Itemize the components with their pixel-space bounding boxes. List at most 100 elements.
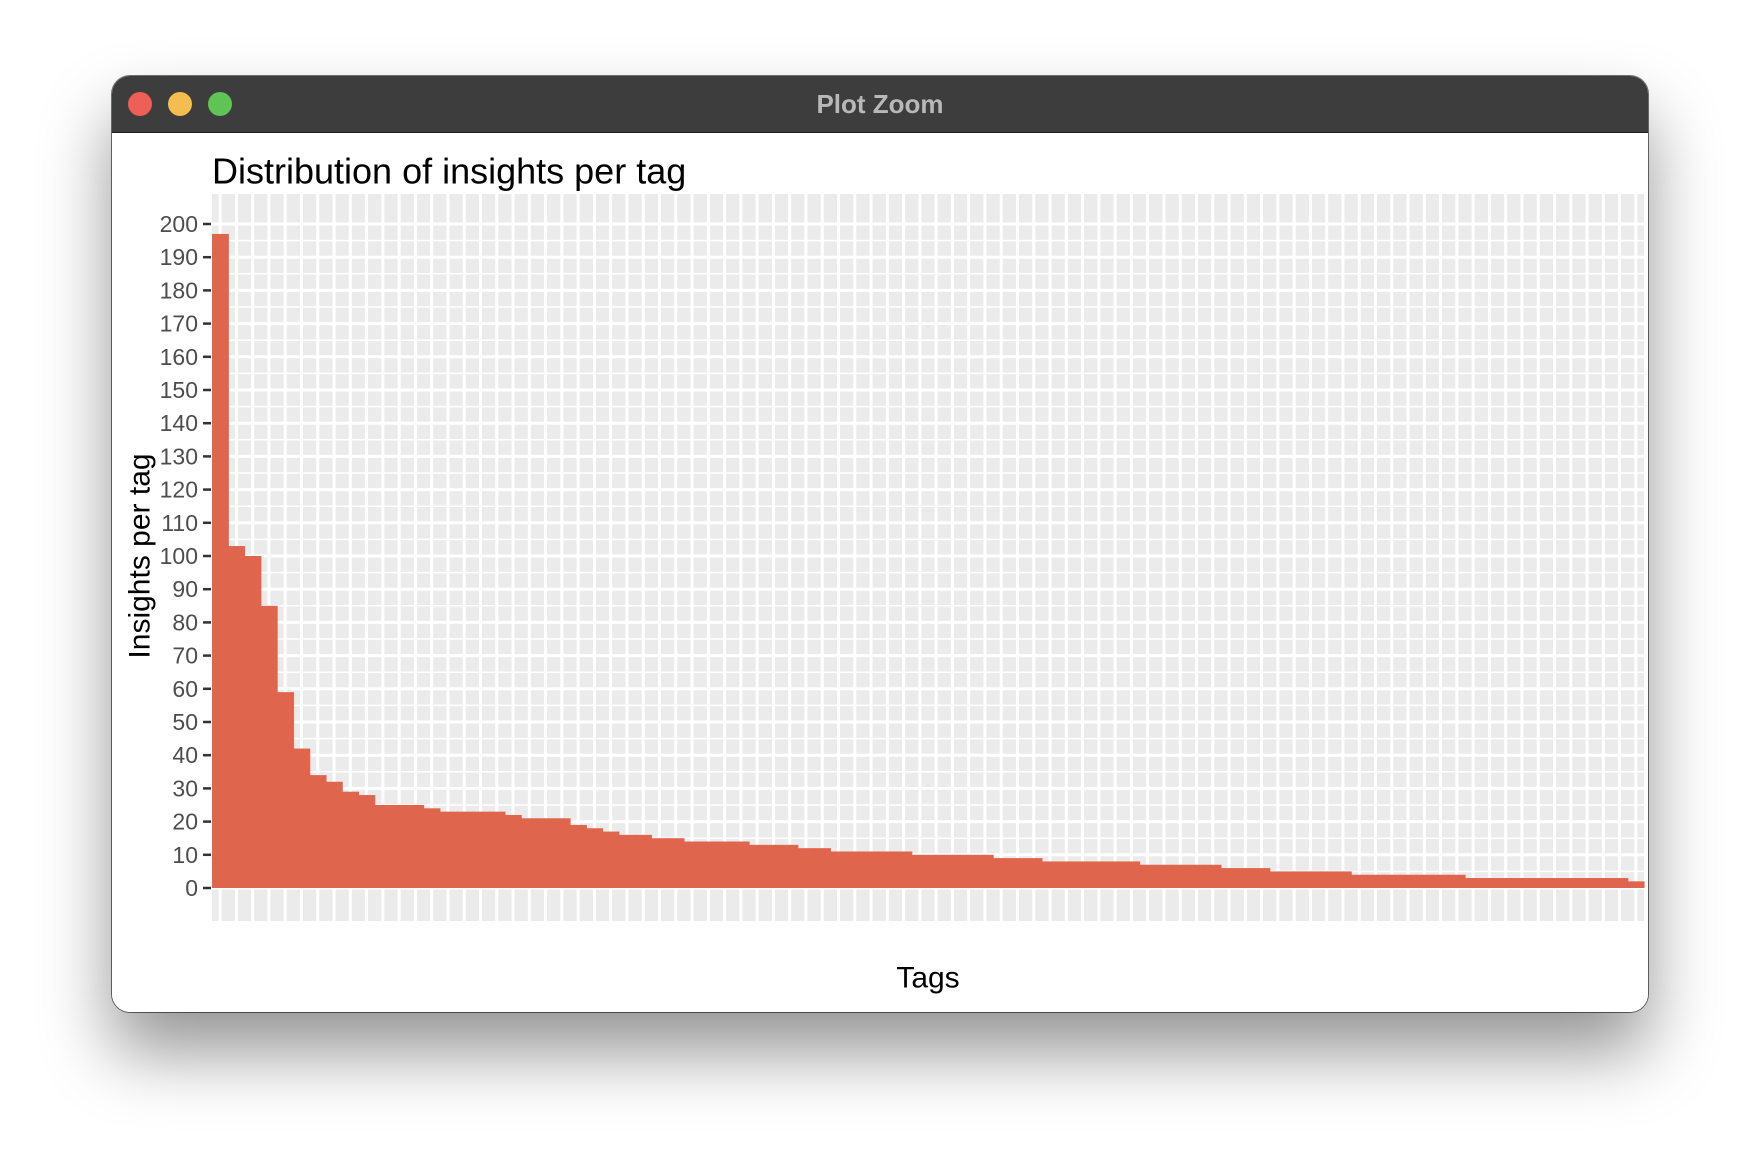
bar [1383,874,1401,888]
bar [618,834,636,888]
y-tick-label: 200 [160,211,198,237]
bar [700,841,718,888]
bar [781,844,799,888]
bar [586,828,604,888]
y-tick-label: 130 [160,443,198,469]
bar [683,841,701,888]
bar [651,838,669,888]
bar [1481,878,1499,888]
bar [553,818,571,888]
bar [570,824,587,888]
bar [716,841,734,888]
bar [244,556,262,888]
bar [260,605,278,888]
bar [1123,861,1141,888]
zoom-button[interactable] [208,92,232,116]
bar-chart: 0 10 20 30 40 50 60 70 80 90 100 110 120 130 140 150 160… [124,151,1645,995]
bar [325,781,343,888]
bar [1237,868,1255,888]
bar [1416,874,1434,888]
bar [1578,878,1596,888]
bar [928,854,945,888]
bar [1188,864,1206,888]
bar [1090,861,1108,888]
y-tick-label: 140 [160,410,198,436]
y-axis-label: Insights per tag [124,453,157,658]
bar [1286,871,1303,888]
bar [1155,864,1173,888]
x-axis-label: Tags [896,962,959,995]
bar [1107,861,1124,888]
bar [1562,878,1580,888]
bar [635,834,652,888]
bar [456,811,473,888]
bar [976,854,994,888]
bar [472,811,490,888]
bar [1220,868,1238,888]
bar [488,811,506,888]
bar [537,818,555,888]
bar [407,805,425,888]
bar [439,811,457,888]
y-tick-label: 40 [172,742,198,768]
bar [1139,864,1157,888]
y-tick-label: 110 [161,510,198,536]
bar [504,814,522,888]
bar [765,844,783,888]
close-button[interactable] [128,92,152,116]
minimize-button[interactable] [168,92,192,116]
bar [797,848,815,888]
title-bar[interactable]: Plot Zoom [112,76,1648,133]
bar [1074,861,1092,888]
window-title: Plot Zoom [816,89,944,119]
bar [1513,878,1531,888]
bar [846,851,864,888]
y-tick-label: 100 [160,543,198,569]
bar [391,805,408,888]
bar [1530,878,1547,888]
y-axis: 0 10 20 30 40 50 60 70 80 90 100 110 120 130 140 150 160… [160,211,211,901]
y-tick-label: 0 [185,875,198,901]
bar [1041,861,1059,888]
y-tick-label: 60 [172,676,198,702]
bar [1465,878,1482,888]
bar [1497,878,1515,888]
bar [993,858,1010,888]
plot-zoom-window: Plot Zoom 0 10 20 30 40 50 60 70 80 90 100 110 120 13… [112,76,1648,1012]
chart-title: Distribution of insights per tag [212,151,686,192]
bar [1204,864,1222,888]
y-tick-label: 120 [160,477,198,503]
bar [212,233,229,889]
y-tick-label: 10 [172,842,198,868]
y-tick-label: 150 [160,377,198,403]
bar [911,854,929,888]
bar [1172,864,1189,888]
bars [212,233,1645,889]
bar [1302,871,1320,888]
bar [814,848,831,888]
y-tick-label: 70 [172,643,198,669]
bar [293,748,311,888]
bar [1399,874,1417,888]
bar [309,775,327,888]
bar [1595,878,1613,888]
bar [879,851,897,888]
y-tick-label: 20 [172,809,198,835]
bar [374,805,392,888]
y-tick-label: 190 [160,244,198,270]
bar [1318,871,1336,888]
bar [667,838,685,888]
bar [1269,871,1287,888]
bar [830,851,848,888]
bar [862,851,880,888]
y-tick-label: 30 [172,775,198,801]
bar [1546,878,1564,888]
bar [1253,868,1271,888]
bar [1432,874,1450,888]
y-tick-label: 80 [172,609,198,635]
bar [358,795,376,888]
bar [1611,878,1629,888]
bar [960,854,978,888]
bar [749,844,766,888]
bar [277,692,294,888]
